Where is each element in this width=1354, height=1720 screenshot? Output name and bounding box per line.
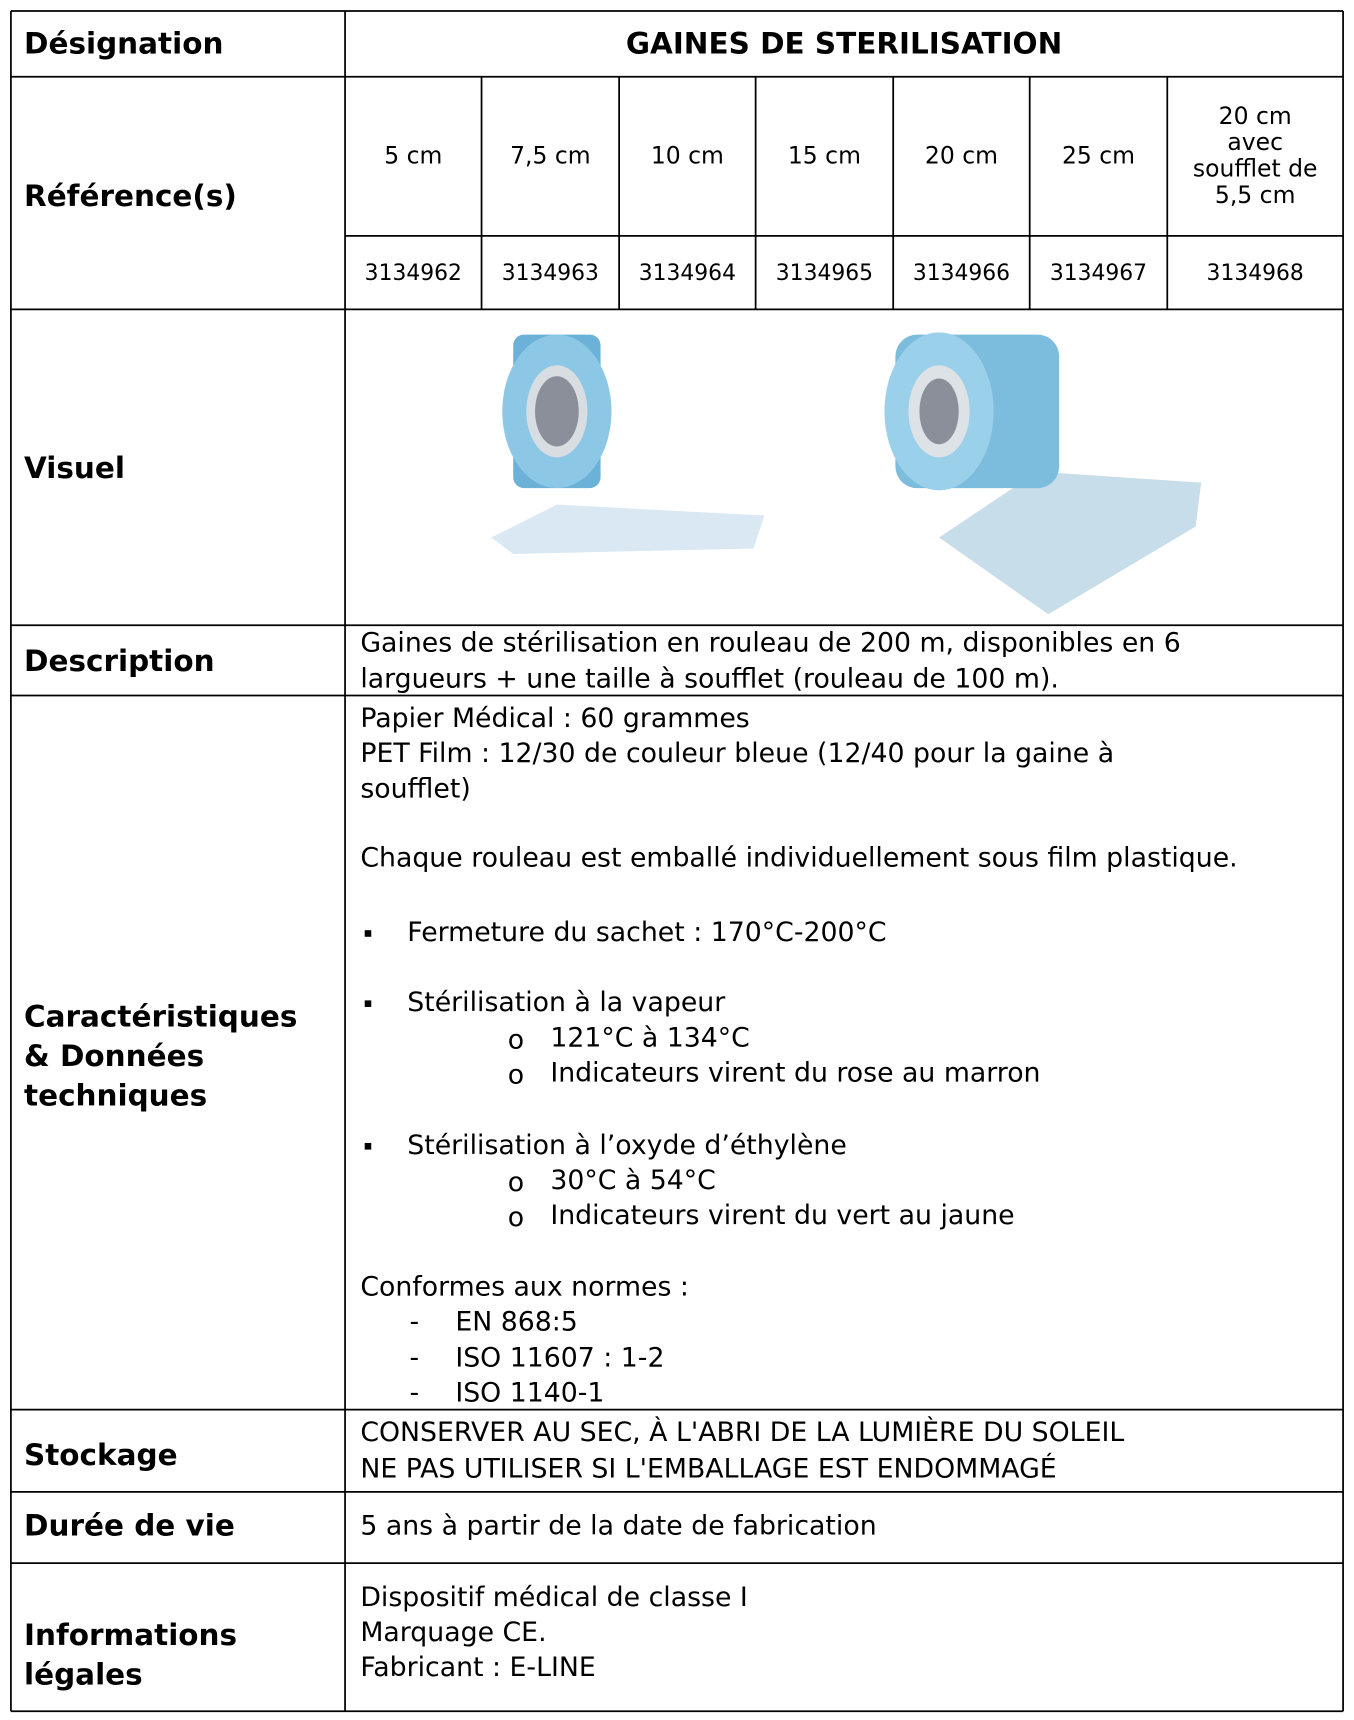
bullet [364, 1000, 372, 1007]
size-label: avec [1227, 128, 1283, 156]
bullet-text: Stérilisation à la vapeur [407, 987, 726, 1018]
text-line: soufflet) [360, 773, 470, 804]
label: Informations [24, 1618, 237, 1652]
label: Durée de vie [24, 1508, 235, 1542]
reference-code: 3134964 [639, 261, 736, 286]
text-line: Gaines de stérilisation en rouleau de 20… [360, 627, 1180, 658]
text-line: Papier Médical : 60 grammes [360, 703, 749, 734]
label: Visuel [24, 451, 125, 485]
label: Description [24, 644, 215, 678]
size-label: 10 cm [651, 141, 724, 169]
marker: - [409, 1306, 419, 1337]
text-line: CONSERVER AU SEC, À L'ABRI DE LA LUMIÈRE… [360, 1416, 1124, 1448]
size-label: soufflet de [1193, 154, 1318, 182]
size-label: 15 cm [788, 141, 861, 169]
sub-text: EN 868:5 [455, 1306, 577, 1337]
marker: o [508, 1202, 524, 1233]
reference-code: 3134966 [913, 261, 1010, 286]
label: Désignation [24, 26, 223, 60]
product-images [491, 332, 1202, 615]
label: techniques [24, 1078, 207, 1112]
sub-text: Indicateurs virent du vert au jaune [550, 1200, 1014, 1231]
marker: o [508, 1060, 524, 1091]
label: Caractéristiques [24, 999, 297, 1033]
sub-text: ISO 11607 : 1-2 [455, 1343, 664, 1374]
reference-code: 3134965 [776, 261, 873, 286]
text-line: Dispositif médical de classe I [360, 1582, 747, 1613]
size-label: 7,5 cm [510, 141, 591, 169]
text-line: Chaque rouleau est emballé individuellem… [360, 842, 1237, 873]
sub-text: 121°C à 134°C [550, 1022, 750, 1053]
text-line: Conformes aux normes : [360, 1271, 689, 1302]
label: légales [24, 1658, 143, 1692]
size-label: 5 cm [384, 141, 442, 169]
title: GAINES DE STERILISATION [626, 26, 1062, 60]
label: & Données [24, 1039, 204, 1073]
reference-code: 3134968 [1207, 261, 1304, 286]
size-label: 25 cm [1062, 141, 1135, 169]
reference-code: 3134962 [365, 261, 462, 286]
size-label: 20 cm [1219, 102, 1292, 130]
marker: o [508, 1167, 524, 1198]
sub-text: Indicateurs virent du rose au marron [550, 1057, 1040, 1088]
text-line: largueurs + une taille à soufflet (roule… [360, 664, 1059, 695]
reference-code: 3134963 [502, 261, 599, 286]
bullet [364, 930, 372, 937]
label: Stockage [24, 1438, 178, 1472]
bullet-text: Stérilisation à l’oxyde d’éthylène [407, 1130, 847, 1161]
text-line: Fabricant : E-LINE [360, 1652, 595, 1683]
reference-code: 3134967 [1050, 261, 1147, 286]
size-label: 20 cm [925, 141, 998, 169]
text-line: NE PAS UTILISER SI L'EMBALLAGE EST ENDOM… [360, 1452, 1056, 1484]
bullet-text: Fermeture du sachet : 170°C-200°C [407, 917, 886, 948]
text-line: 5 ans à partir de la date de fabrication [360, 1510, 876, 1541]
size-label: 5,5 cm [1215, 181, 1296, 209]
marker: - [409, 1343, 419, 1374]
label: Référence(s) [24, 179, 237, 213]
table-borders [10, 10, 1344, 1713]
sub-text: ISO 1140-1 [455, 1378, 604, 1409]
marker: o [508, 1024, 524, 1055]
text-line: Marquage CE. [360, 1617, 546, 1648]
bullet [364, 1143, 372, 1150]
marker: - [409, 1378, 419, 1409]
sub-text: 30°C à 54°C [550, 1165, 715, 1196]
text-line: PET Film : 12/30 de couleur bleue (12/40… [360, 738, 1114, 769]
